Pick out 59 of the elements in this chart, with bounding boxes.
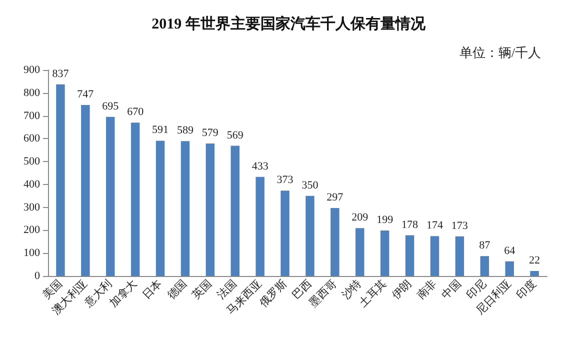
bar xyxy=(81,105,90,276)
bar xyxy=(356,228,364,276)
data-label: 589 xyxy=(176,124,194,137)
y-tick-label: 200 xyxy=(24,224,40,236)
chart-title: 2019 年世界主要国家汽车千人保有量情况 xyxy=(152,14,426,32)
data-label: 837 xyxy=(52,68,70,80)
x-tick-label: 日本 xyxy=(140,277,165,302)
bar xyxy=(405,235,414,276)
y-tick-label: 600 xyxy=(24,132,40,145)
bar xyxy=(380,230,390,276)
x-tick-label: 南非 xyxy=(414,277,439,302)
data-label: 579 xyxy=(202,126,219,139)
bar xyxy=(330,208,340,276)
x-tick-label: 伊朗 xyxy=(389,277,414,302)
y-tick-label: 100 xyxy=(24,247,40,260)
data-label: 173 xyxy=(451,220,468,232)
data-label: 747 xyxy=(77,88,94,101)
text: 单位：辆/千人 xyxy=(459,45,542,60)
y-tick-label: 300 xyxy=(24,201,40,214)
data-label: 433 xyxy=(252,160,269,172)
data-label: 670 xyxy=(127,106,144,118)
bar xyxy=(530,270,539,276)
x-tick-label: 印度 xyxy=(514,277,539,302)
bar xyxy=(505,261,514,276)
bar xyxy=(306,196,314,276)
y-tick-label: 400 xyxy=(24,178,40,190)
y-tick-label: 800 xyxy=(24,86,40,99)
bar xyxy=(455,236,464,276)
data-label: 350 xyxy=(302,179,319,192)
bar xyxy=(130,122,140,276)
data-label: 695 xyxy=(102,100,120,112)
bar xyxy=(106,116,115,276)
x-tick-label: 英国 xyxy=(190,277,214,302)
bar xyxy=(280,190,290,276)
bar xyxy=(480,256,489,276)
y-tick-label: 900 xyxy=(24,64,40,76)
data-label: 87 xyxy=(479,240,491,252)
data-label: 199 xyxy=(376,214,394,226)
data-label: 569 xyxy=(226,129,244,142)
y-tick-label: 700 xyxy=(24,110,40,122)
bar xyxy=(180,141,190,276)
x-tick-label: 中国 xyxy=(439,277,464,302)
bar xyxy=(430,236,440,276)
data-label: 174 xyxy=(426,220,444,232)
data-label: 178 xyxy=(402,218,419,231)
bar xyxy=(256,176,264,276)
data-label: 297 xyxy=(326,192,344,204)
y-tick-label: 0 xyxy=(34,270,40,282)
bar xyxy=(206,143,215,276)
x-tick-label: 德国 xyxy=(165,278,190,302)
bar xyxy=(230,146,240,276)
bar xyxy=(56,84,65,276)
bar xyxy=(156,140,165,276)
data-label: 591 xyxy=(152,124,169,136)
data-label: 209 xyxy=(352,212,369,224)
data-label: 22 xyxy=(529,254,540,266)
data-label: 64 xyxy=(504,244,516,257)
data-label: 373 xyxy=(276,174,294,186)
y-tick-label: 500 xyxy=(24,156,40,168)
